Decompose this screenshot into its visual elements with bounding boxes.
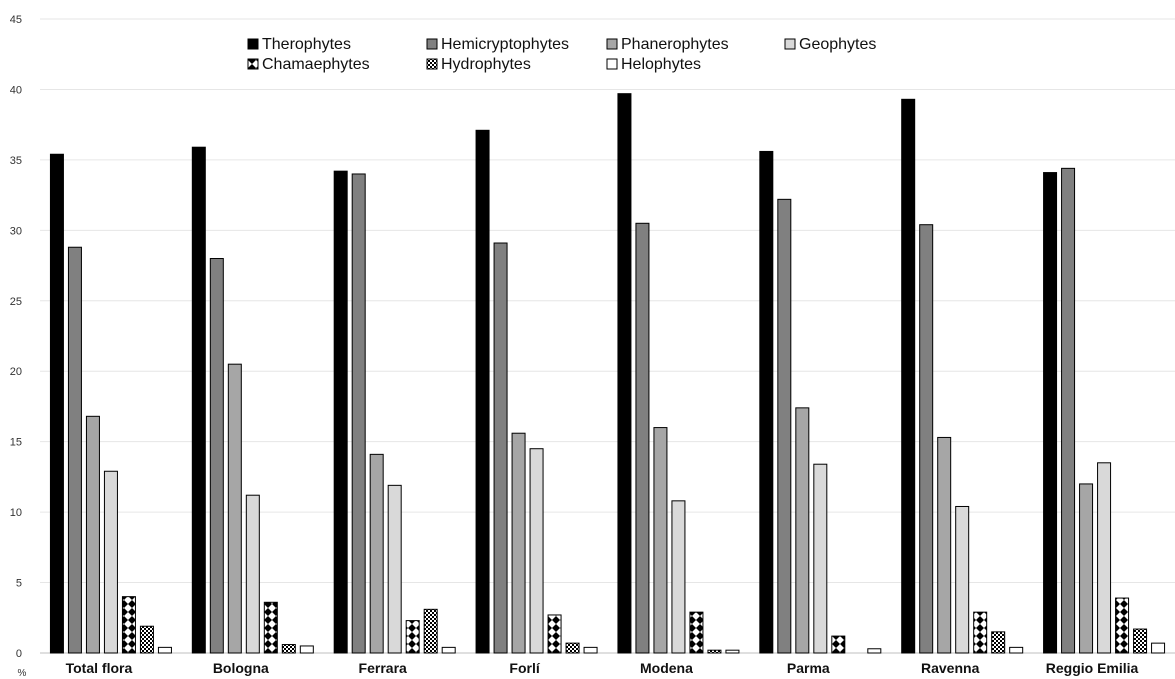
y-tick-label: 0 <box>16 648 22 660</box>
y-tick-label: 20 <box>10 366 22 378</box>
bar-phanerophytes-0 <box>85 415 100 654</box>
y-tick-label: 5 <box>16 578 22 590</box>
legend-swatch-helophytes <box>606 58 618 70</box>
bar-therophytes-6 <box>901 98 916 654</box>
bar-therophytes-5 <box>759 150 774 654</box>
category-label: Reggio Emilia <box>1046 660 1139 676</box>
bar-hydrophytes-1 <box>281 644 296 654</box>
category-label: Parma <box>787 660 830 676</box>
bar-helophytes-5 <box>867 648 882 654</box>
bar-therophytes-2 <box>333 170 348 654</box>
bar-hemicryptophytes-7 <box>1061 167 1076 654</box>
legend-swatch-therophytes <box>247 38 259 50</box>
y-tick-label: 35 <box>10 155 22 167</box>
bar-chamaephytes-7 <box>1115 597 1130 654</box>
y-tick-label: 15 <box>10 437 22 449</box>
legend-label-hemicryptophytes: Hemicryptophytes <box>441 36 569 53</box>
y-tick-label: 45 <box>10 14 22 26</box>
bars <box>49 93 1166 654</box>
bar-therophytes-4 <box>617 93 632 654</box>
bar-chamaephytes-1 <box>263 601 278 654</box>
bar-hydrophytes-4 <box>707 649 722 654</box>
bar-chamaephytes-5 <box>831 635 846 654</box>
legend-swatch-phanerophytes <box>606 38 618 50</box>
bar-helophytes-2 <box>441 646 456 654</box>
category-label: Total flora <box>66 660 133 676</box>
category-label: Ravenna <box>921 660 980 676</box>
bar-geophytes-5 <box>813 463 828 654</box>
bar-geophytes-4 <box>671 500 686 654</box>
legend-swatch-geophytes <box>784 38 796 50</box>
y-tick-label: 30 <box>10 225 22 237</box>
bar-geophytes-1 <box>245 494 260 654</box>
bar-phanerophytes-7 <box>1079 483 1094 654</box>
bar-helophytes-3 <box>583 646 598 654</box>
bar-therophytes-0 <box>49 153 64 654</box>
bar-chamaephytes-4 <box>689 611 704 654</box>
bar-helophytes-1 <box>299 645 314 654</box>
bar-hemicryptophytes-4 <box>635 222 650 654</box>
category-label: Modena <box>640 660 693 676</box>
legend-label-chamaephytes: Chamaephytes <box>262 56 370 73</box>
legend-swatch-hemicryptophytes <box>426 38 438 50</box>
y-tick-label: 25 <box>10 296 22 308</box>
bar-helophytes-4 <box>725 649 740 654</box>
bar-hemicryptophytes-5 <box>777 198 792 654</box>
x-axis: Total flora Bologna Ferrara Forlí Modena Parm… <box>66 660 1139 676</box>
category-label: Bologna <box>213 660 269 676</box>
bar-geophytes-3 <box>529 448 544 654</box>
y-tick-label: 10 <box>10 507 22 519</box>
bar-therophytes-7 <box>1043 172 1058 654</box>
bar-geophytes-7 <box>1097 462 1112 654</box>
bar-geophytes-6 <box>955 505 970 654</box>
bar-geophytes-2 <box>387 484 402 654</box>
bar-hemicryptophytes-1 <box>209 258 224 654</box>
legend-label-phanerophytes: Phanerophytes <box>621 36 729 53</box>
category-label: Ferrara <box>359 660 407 676</box>
legend-swatch-chamaephytes <box>247 58 259 70</box>
y-axis-unit-label: % <box>18 668 27 679</box>
bar-chamaephytes-3 <box>547 614 562 654</box>
bar-phanerophytes-3 <box>511 432 526 654</box>
bar-phanerophytes-1 <box>227 363 242 654</box>
bar-phanerophytes-2 <box>369 453 384 654</box>
legend: Therophytes Hemicryptophytes Phanerophytes… <box>247 36 876 73</box>
bar-hemicryptophytes-3 <box>493 242 508 654</box>
bar-hydrophytes-3 <box>565 642 580 654</box>
bar-chamaephytes-6 <box>973 611 988 654</box>
legend-label-therophytes: Therophytes <box>262 36 351 53</box>
legend-label-hydrophytes: Hydrophytes <box>441 56 531 73</box>
y-axis: 0 5 10 15 20 25 30 35 40 45 <box>10 14 22 660</box>
bar-hemicryptophytes-2 <box>351 173 366 654</box>
bar-therophytes-3 <box>475 129 490 654</box>
bar-hydrophytes-7 <box>1133 628 1148 654</box>
bar-helophytes-7 <box>1151 642 1166 654</box>
bar-hemicryptophytes-6 <box>919 224 934 654</box>
bar-phanerophytes-4 <box>653 427 668 654</box>
bar-hydrophytes-6 <box>991 631 1006 654</box>
bar-phanerophytes-6 <box>937 436 952 654</box>
category-label: Forlí <box>509 660 540 676</box>
bar-hydrophytes-0 <box>139 625 154 654</box>
bar-helophytes-6 <box>1009 646 1024 654</box>
bar-helophytes-0 <box>157 646 172 654</box>
legend-swatch-hydrophytes <box>426 58 438 70</box>
bar-hydrophytes-2 <box>423 608 438 654</box>
legend-label-helophytes: Helophytes <box>621 56 701 73</box>
legend-label-geophytes: Geophytes <box>799 36 876 53</box>
bar-chamaephytes-2 <box>405 620 420 654</box>
y-tick-label: 40 <box>10 84 22 96</box>
bar-chamaephytes-0 <box>121 596 136 654</box>
bar-geophytes-0 <box>103 470 118 654</box>
bar-therophytes-1 <box>191 146 206 654</box>
bar-phanerophytes-5 <box>795 407 810 654</box>
bar-hemicryptophytes-0 <box>67 246 82 654</box>
